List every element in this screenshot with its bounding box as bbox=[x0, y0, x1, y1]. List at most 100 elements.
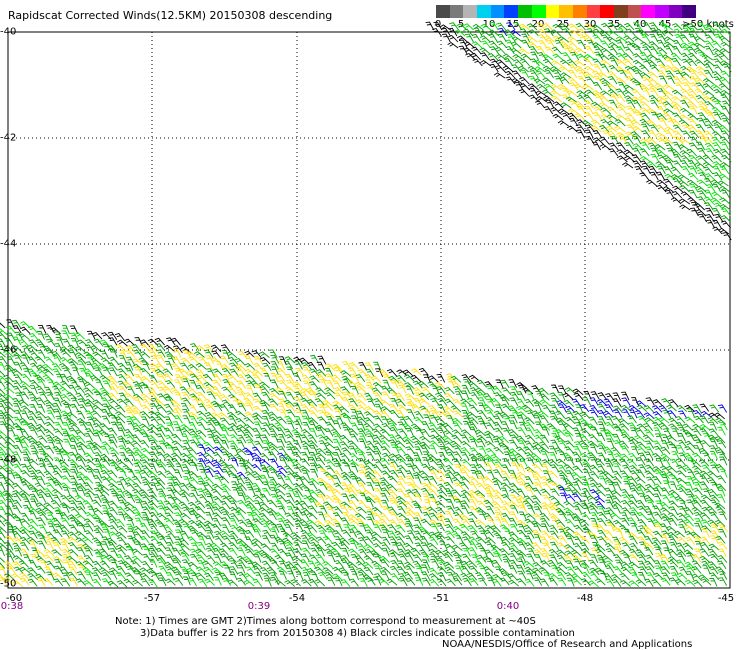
wind-barb bbox=[428, 567, 439, 576]
wind-barb bbox=[574, 422, 584, 431]
wind-barb bbox=[699, 548, 710, 557]
wind-barb bbox=[27, 484, 39, 492]
wind-barb bbox=[672, 178, 683, 187]
wind-barb bbox=[636, 529, 647, 538]
wind-barb bbox=[90, 441, 102, 449]
wind-barb bbox=[220, 344, 231, 353]
wind-barb bbox=[564, 544, 576, 551]
wind-barb bbox=[100, 469, 111, 478]
wind-barb bbox=[664, 173, 676, 181]
wind-barb bbox=[521, 39, 531, 49]
wind-barb bbox=[219, 403, 230, 412]
wind-barb bbox=[324, 548, 336, 556]
wind-barb bbox=[358, 522, 367, 532]
wind-barb bbox=[645, 476, 656, 485]
wind-barb bbox=[508, 452, 518, 461]
wind-barb bbox=[526, 553, 535, 563]
wind-barb bbox=[76, 417, 88, 425]
wind-barb bbox=[300, 429, 312, 436]
wind-barb bbox=[572, 427, 582, 436]
wind-barb bbox=[711, 191, 723, 199]
wind-barb bbox=[118, 392, 128, 401]
wind-barb bbox=[428, 573, 440, 581]
wind-barb bbox=[380, 481, 390, 490]
wind-barb bbox=[334, 553, 344, 562]
wind-barb bbox=[325, 465, 336, 474]
wind-barb bbox=[108, 447, 120, 455]
wind-barb bbox=[12, 422, 24, 431]
wind-barb bbox=[149, 512, 159, 521]
wind-barb bbox=[286, 420, 295, 430]
wind-barb bbox=[124, 338, 135, 346]
wind-barb bbox=[589, 404, 599, 414]
wind-barb bbox=[626, 105, 635, 115]
wind-barb bbox=[319, 505, 328, 515]
wind-barb bbox=[467, 525, 478, 533]
wind-barb bbox=[702, 452, 712, 461]
wind-barb bbox=[287, 570, 296, 580]
wind-barb bbox=[133, 512, 144, 520]
wind-barb bbox=[687, 118, 698, 127]
wind-barb bbox=[108, 518, 119, 527]
wind-barb bbox=[397, 458, 408, 466]
wind-barb bbox=[418, 367, 429, 376]
wind-barb bbox=[704, 34, 715, 43]
wind-barb bbox=[629, 487, 640, 496]
wind-barb bbox=[157, 505, 167, 514]
wind-barb bbox=[85, 339, 96, 347]
wind-barb bbox=[359, 578, 368, 587]
wind-barb bbox=[605, 494, 614, 504]
wind-barb bbox=[649, 87, 659, 97]
wind-barb bbox=[684, 446, 695, 454]
wind-barb bbox=[261, 410, 271, 419]
wind-barb bbox=[580, 578, 591, 586]
wind-barb bbox=[620, 453, 631, 461]
wind-barb bbox=[35, 531, 46, 539]
wind-barb bbox=[599, 77, 611, 85]
wind-barb bbox=[99, 464, 110, 472]
wind-barb bbox=[276, 438, 286, 448]
wind-barb bbox=[164, 351, 176, 359]
wind-barb bbox=[263, 577, 272, 587]
wind-barb bbox=[133, 451, 143, 460]
wind-barb bbox=[548, 502, 560, 510]
wind-barb bbox=[270, 354, 279, 364]
wind-barb bbox=[717, 440, 727, 449]
wind-barb bbox=[76, 457, 86, 466]
wind-barb bbox=[44, 386, 54, 396]
wind-barb bbox=[444, 543, 456, 551]
wind-barb bbox=[12, 325, 22, 334]
wind-barb bbox=[59, 357, 71, 365]
wind-barb bbox=[251, 446, 262, 455]
wind-barb bbox=[204, 572, 214, 581]
wind-barb bbox=[243, 464, 254, 473]
wind-barb bbox=[606, 438, 615, 448]
wind-barb bbox=[701, 528, 710, 538]
wind-barb bbox=[76, 483, 87, 491]
wind-barb bbox=[285, 499, 295, 508]
wind-barb bbox=[252, 578, 263, 588]
wind-barb bbox=[204, 411, 216, 420]
wind-barb bbox=[518, 511, 527, 521]
wind-barb bbox=[672, 45, 681, 55]
wind-barb bbox=[509, 482, 520, 491]
wind-barb bbox=[451, 489, 462, 498]
wind-barb bbox=[286, 506, 295, 516]
wind-barb bbox=[254, 457, 263, 467]
wind-barb bbox=[379, 440, 391, 448]
wind-barb bbox=[149, 558, 158, 568]
wind-barb bbox=[597, 409, 607, 419]
wind-barb bbox=[47, 463, 56, 473]
wind-barb bbox=[356, 416, 367, 424]
wind-barb bbox=[708, 421, 718, 431]
wind-barb bbox=[591, 101, 603, 109]
wind-barb bbox=[333, 420, 342, 430]
wind-barb bbox=[187, 470, 199, 478]
wind-barb bbox=[116, 481, 126, 491]
wind-barb bbox=[218, 446, 230, 454]
wind-barb bbox=[6, 498, 15, 508]
wind-barb bbox=[388, 519, 399, 528]
wind-barb bbox=[655, 433, 664, 443]
wind-barb bbox=[610, 458, 621, 466]
wind-barb bbox=[108, 380, 119, 389]
